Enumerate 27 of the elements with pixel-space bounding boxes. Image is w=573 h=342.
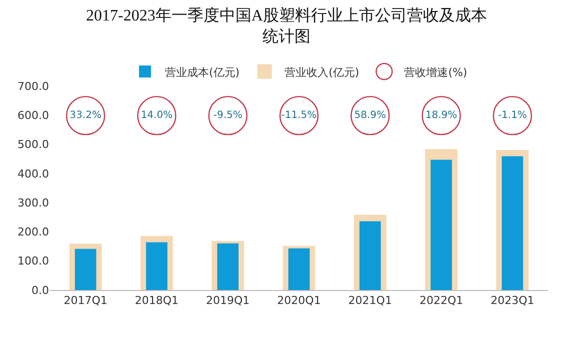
y-tick-label: 200.0 — [18, 226, 49, 239]
data-label: 18.9% — [425, 110, 458, 122]
x-tick-label: 2018Q1 — [134, 294, 179, 308]
data-label: -1.1% — [498, 110, 527, 122]
bar — [430, 160, 452, 290]
legend-label: 营业收入(亿元) — [284, 66, 360, 79]
data-label: 58.9% — [354, 110, 386, 122]
y-tick-label: 300.0 — [18, 196, 49, 210]
data-label: -9.5% — [213, 110, 242, 122]
x-tick-label: 2017Q1 — [64, 294, 108, 308]
y-tick-label: 400.0 — [18, 167, 49, 180]
x-tick-label: 2020Q1 — [277, 294, 321, 308]
data-label: 33.2% — [70, 110, 102, 122]
legend-label: 营收增速(%) — [404, 66, 468, 79]
x-tick-label: 2022Q1 — [419, 294, 464, 308]
data-label: -11.5% — [281, 110, 317, 122]
y-tick-label: 500.0 — [18, 138, 49, 152]
y-tick-label: 600.0 — [18, 108, 49, 122]
chart-title: 2017-2023年一季度中国A股塑料行业上市公司营收及成本统计图 — [86, 6, 487, 46]
x-tick-label: 2023Q1 — [490, 294, 534, 308]
legend-label: 营业成本(亿元) — [165, 66, 240, 79]
data-label: 14.0% — [140, 110, 173, 122]
y-tick-label: 100.0 — [18, 254, 49, 268]
y-tick-label: 0.0 — [32, 284, 49, 297]
x-tick-label: 2021Q1 — [348, 294, 392, 308]
x-tick-label: 2019Q1 — [206, 294, 250, 308]
y-tick-label: 700.0 — [18, 80, 49, 93]
